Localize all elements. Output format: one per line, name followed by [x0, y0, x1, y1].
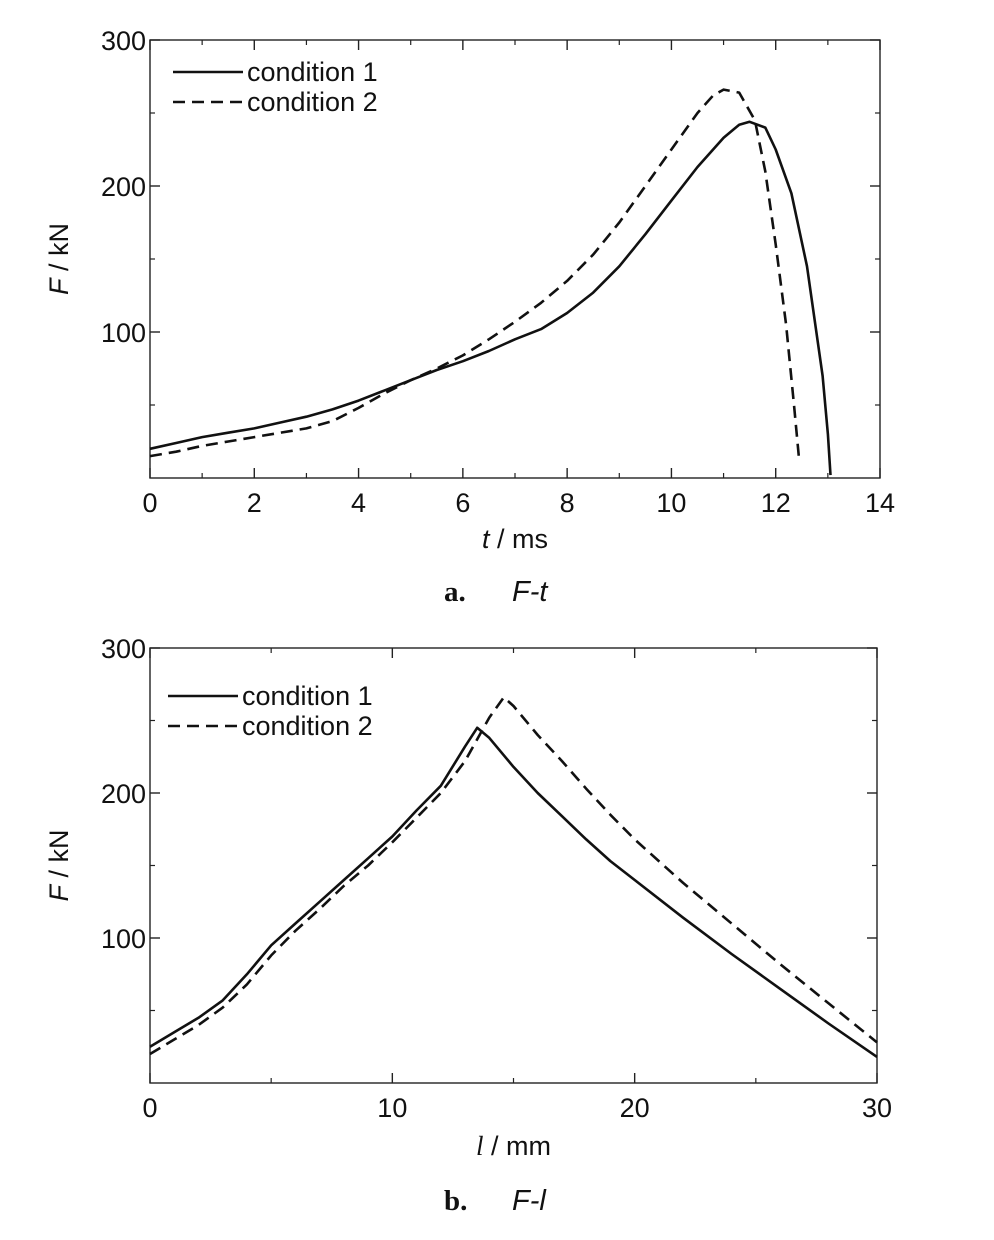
- series-line-1: [149, 726, 878, 1058]
- caption-letter-a: a.: [444, 576, 466, 608]
- series-line-1: [149, 120, 832, 476]
- x-tick-label: 2: [247, 488, 262, 518]
- x-tick-label: 12: [761, 488, 791, 518]
- chart-panel-a: 0 2 4 6 8 10 12 14 100 200 300 t / ms F / kN conditio…: [44, 26, 895, 554]
- y-tick-label: 300: [101, 26, 146, 56]
- x-tick-label: 8: [560, 488, 575, 518]
- caption-title-a: F-t: [512, 576, 549, 608]
- y-tick-label: 300: [101, 634, 146, 664]
- legend-label-2: condition 2: [242, 711, 373, 741]
- caption-letter-b: b.: [444, 1185, 467, 1217]
- legend-label-2: condition 2: [247, 87, 378, 117]
- x-tick-label: 4: [351, 488, 366, 518]
- x-tick-label: 0: [142, 1093, 157, 1123]
- x-tick-label: 10: [377, 1093, 407, 1123]
- x-axis-label: t / ms: [482, 524, 548, 554]
- chart-panel-b: 0 10 20 30 100 200 300 l / mm F / kN condition 1c…: [44, 634, 892, 1161]
- y-tick-label: 200: [101, 779, 146, 809]
- x-tick-label: 14: [865, 488, 895, 518]
- x-tick-label: 6: [455, 488, 470, 518]
- legend-label-1: condition 1: [247, 57, 378, 87]
- legend-label-1: condition 1: [242, 681, 373, 711]
- x-tick-label: 10: [656, 488, 686, 518]
- y-tick-label: 200: [101, 172, 146, 202]
- series-line-2: [149, 88, 801, 461]
- series-line-2: [149, 696, 878, 1056]
- x-tick-label: 30: [862, 1093, 892, 1123]
- y-tick-label: 100: [101, 318, 146, 348]
- caption-title-b: F-l: [512, 1185, 547, 1217]
- y-axis-label: F / kN: [44, 829, 74, 901]
- x-tick-label: 20: [620, 1093, 650, 1123]
- y-axis-label: F / kN: [44, 223, 74, 295]
- x-axis-label: l / mm: [476, 1131, 551, 1161]
- y-tick-label: 100: [101, 924, 146, 954]
- x-tick-label: 0: [142, 488, 157, 518]
